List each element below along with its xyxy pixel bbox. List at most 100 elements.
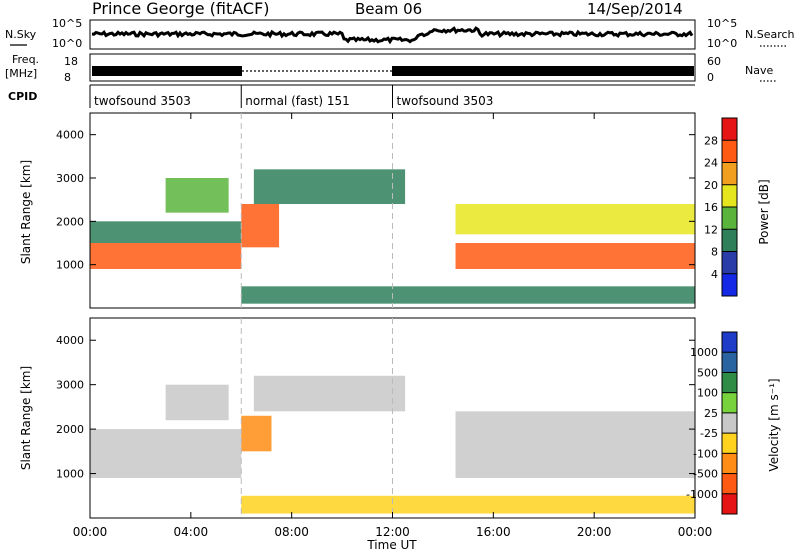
freq-unit-label: [MHz] xyxy=(5,67,37,80)
cpid-segment-label: normal (fast) 151 xyxy=(245,94,349,108)
colorbar-swatch xyxy=(722,392,737,413)
data-band xyxy=(165,384,229,421)
colorbar-tick-label: 20 xyxy=(704,179,718,192)
date-title: 14/Sep/2014 xyxy=(587,0,683,18)
data-band xyxy=(253,375,406,412)
colorbar-swatch xyxy=(722,372,737,393)
data-band xyxy=(241,495,695,514)
nsearch-tick-bottom: 10^0 xyxy=(707,37,737,50)
colorbar-tick-label: -25 xyxy=(700,427,718,440)
colorbar-swatch xyxy=(722,412,737,434)
nsearch-label: N.Search xyxy=(745,28,795,41)
colorbar-swatch xyxy=(722,352,737,373)
colorbar-tick-label: 28 xyxy=(704,134,718,147)
power-colorbar-label: Power [dB] xyxy=(757,179,771,244)
colorbar-tick-label: -1000 xyxy=(686,488,718,501)
x-tick-label: 00:00 xyxy=(73,525,108,539)
colorbar-tick-label: 24 xyxy=(704,157,718,170)
colorbar-tick-label: 100 xyxy=(697,387,718,400)
y-tick-label: 2000 xyxy=(56,423,84,436)
velocity-colorbar-label: Velocity [m s⁻¹] xyxy=(767,378,781,471)
freq-bar-3 xyxy=(392,66,694,76)
colorbar-swatch xyxy=(722,493,737,514)
data-band xyxy=(165,178,229,213)
data-band xyxy=(253,169,406,204)
data-band xyxy=(90,221,242,243)
colorbar-tick-label: 25 xyxy=(704,407,718,420)
colorbar-swatch xyxy=(722,332,737,353)
nave-tick-top: 60 xyxy=(707,55,721,68)
station-title: Prince George (fitACF) xyxy=(92,0,270,18)
colorbar-swatch xyxy=(722,229,737,252)
colorbar-swatch xyxy=(722,273,737,296)
colorbar-swatch xyxy=(722,433,737,454)
cpid-label: CPID xyxy=(8,90,37,103)
colorbar-tick-label: -100 xyxy=(693,447,718,460)
cpid-segment-label: twofsound 3503 xyxy=(397,94,494,108)
velocity-vertical-markers xyxy=(240,318,393,518)
y-tick-label: 1000 xyxy=(56,259,84,272)
x-tick-label: 04:00 xyxy=(174,525,209,539)
colorbar-swatch xyxy=(722,162,737,185)
nsky-tick-bottom: 10^0 xyxy=(52,37,82,50)
nave-tick-bottom: 0 xyxy=(707,71,714,84)
freq-label: Freq. xyxy=(12,53,39,66)
x-axis-ticks: 00:00 04:00 08:00 12:00 16:00 20:00 00:00 xyxy=(73,113,713,539)
colorbar-frame xyxy=(721,331,738,515)
data-band xyxy=(455,204,695,235)
colorbar-tick-label: -500 xyxy=(693,468,718,481)
freq-tick-top: 18 xyxy=(64,55,78,68)
colorbar-swatch xyxy=(722,118,737,141)
data-band xyxy=(90,243,242,269)
velocity-colorbar: 1000 500 100 25 -25 -100 -500 -1000 xyxy=(686,331,738,515)
x-axis-label: Time UT xyxy=(366,538,417,552)
colorbar-swatch xyxy=(722,207,737,230)
power-bands xyxy=(90,169,695,304)
y-tick-label: 2000 xyxy=(56,215,84,228)
y-tick-label: 1000 xyxy=(56,468,84,481)
nsearch-tick-top: 10^5 xyxy=(707,17,737,30)
x-tick-label: 12:00 xyxy=(375,525,410,539)
data-band xyxy=(90,429,242,478)
colorbar-swatch xyxy=(722,453,737,474)
data-band xyxy=(241,286,695,304)
power-vertical-markers xyxy=(240,113,393,308)
power-y-ticks: 1000 2000 3000 4000 xyxy=(56,129,695,272)
nsky-tick-top: 10^5 xyxy=(52,17,82,30)
data-band xyxy=(455,411,695,478)
data-band xyxy=(455,243,695,269)
nave-label: Nave xyxy=(745,64,773,77)
data-band xyxy=(241,204,280,248)
colorbar-swatch xyxy=(722,140,737,163)
colorbar-tick-label: 8 xyxy=(711,246,718,259)
freq-bar-1 xyxy=(92,66,242,76)
x-tick-label: 00:00 xyxy=(678,525,713,539)
nsky-trace xyxy=(91,26,694,45)
y-tick-label: 4000 xyxy=(56,334,84,347)
freq-tick-bottom: 8 xyxy=(64,71,71,84)
data-band xyxy=(241,415,272,452)
colorbar-tick-label: 4 xyxy=(711,268,718,281)
y-tick-label: 3000 xyxy=(56,172,84,185)
colorbar-tick-label: 500 xyxy=(697,366,718,379)
x-tick-label: 16:00 xyxy=(476,525,511,539)
colorbar-swatch xyxy=(722,473,737,494)
velocity-ylabel: Slant Range [km] xyxy=(19,366,33,470)
x-tick-label: 20:00 xyxy=(577,525,612,539)
power-colorbar: 4 8 12 16 20 24 28 xyxy=(704,117,738,297)
x-tick-label: 08:00 xyxy=(274,525,309,539)
power-ylabel: Slant Range [km] xyxy=(19,160,33,264)
velocity-y-ticks: 1000 2000 3000 4000 xyxy=(56,334,695,481)
y-tick-label: 4000 xyxy=(56,129,84,142)
beam-title: Beam 06 xyxy=(355,0,422,18)
cpid-segment-label: twofsound 3503 xyxy=(94,94,191,108)
velocity-bands xyxy=(90,375,695,514)
y-tick-label: 3000 xyxy=(56,379,84,392)
nsky-label: N.Sky xyxy=(5,28,37,41)
colorbar-tick-label: 12 xyxy=(704,223,718,236)
colorbar-tick-label: 16 xyxy=(704,201,718,214)
colorbar-swatch xyxy=(722,184,737,207)
colorbar-tick-label: 1000 xyxy=(690,346,718,359)
cpid-segments: twofsound 3503 normal (fast) 151 twofsound… xyxy=(89,85,494,108)
